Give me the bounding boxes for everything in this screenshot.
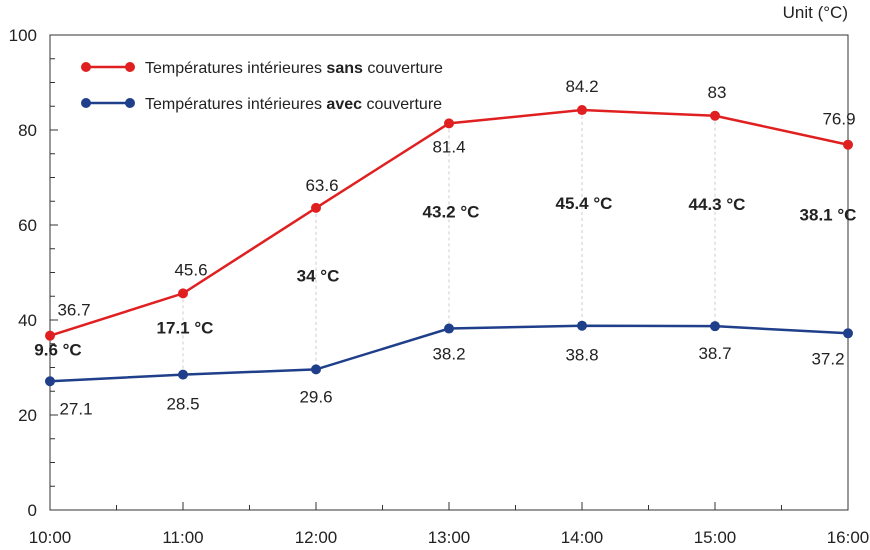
legend-label-part: Températures intérieures bbox=[145, 96, 326, 113]
data-point bbox=[311, 202, 321, 213]
legend: Températures intérieures sans couverture… bbox=[81, 60, 443, 113]
data-label: 28.5 bbox=[166, 395, 199, 414]
difference-label: 38.1 °C bbox=[800, 205, 857, 224]
data-point bbox=[311, 364, 321, 375]
data-point bbox=[577, 105, 587, 116]
data-label: 38.7 bbox=[698, 344, 731, 363]
difference-label: 9.6 °C bbox=[34, 340, 81, 359]
data-label: 37.2 bbox=[811, 349, 844, 368]
legend-label-part: avec bbox=[326, 96, 362, 113]
legend-swatch-marker bbox=[81, 98, 91, 108]
legend-label-part: Températures intérieures bbox=[145, 60, 326, 77]
data-point bbox=[710, 321, 720, 332]
legend-swatch-marker bbox=[125, 98, 135, 108]
data-label: 38.8 bbox=[565, 346, 598, 365]
difference-label: 45.4 °C bbox=[556, 194, 613, 213]
legend-label: Températures intérieures avec couverture bbox=[145, 96, 442, 113]
data-point bbox=[178, 288, 188, 299]
legend-swatch-marker bbox=[125, 62, 135, 72]
x-tick-label: 11:00 bbox=[162, 528, 203, 547]
legend-label: Températures intérieures sans couverture bbox=[145, 60, 443, 77]
data-point bbox=[444, 118, 454, 129]
legend-swatch-marker bbox=[81, 62, 91, 72]
y-tick-label: 0 bbox=[28, 501, 37, 520]
data-point bbox=[843, 328, 853, 339]
data-point bbox=[843, 139, 853, 150]
data-label: 81.4 bbox=[432, 137, 465, 156]
data-label: 36.7 bbox=[57, 301, 90, 320]
difference-label: 43.2 °C bbox=[423, 203, 480, 222]
difference-labels: 9.6 °C 17.1 °C 34 °C 43.2 °C 45.4 °C 44.3 °C 3… bbox=[34, 194, 856, 360]
x-tick-label: 13:00 bbox=[428, 528, 471, 547]
axes: 0 20 40 60 80 100 10:00 11:00 12:00 13:00 14:00 15:… bbox=[9, 26, 870, 547]
x-tick-label: 15:00 bbox=[694, 528, 737, 547]
guide-lines bbox=[182, 110, 716, 375]
data-label: 27.1 bbox=[59, 399, 92, 418]
data-label: 83 bbox=[708, 83, 727, 102]
x-tick-label: 14:00 bbox=[561, 528, 604, 547]
x-tick-label: 16:00 bbox=[827, 528, 870, 547]
data-label: 63.6 bbox=[305, 176, 338, 195]
data-point bbox=[45, 330, 55, 341]
data-label: 38.2 bbox=[432, 345, 465, 364]
data-label: 76.9 bbox=[822, 110, 855, 129]
legend-label-part: couverture bbox=[362, 96, 442, 113]
data-label: 84.2 bbox=[565, 77, 598, 96]
legend-label-part: sans bbox=[326, 60, 363, 77]
difference-label: 17.1 °C bbox=[157, 319, 214, 338]
legend-label-part: couverture bbox=[363, 60, 443, 77]
difference-label: 44.3 °C bbox=[689, 195, 746, 214]
data-label: 45.6 bbox=[174, 260, 207, 279]
data-labels: 36.7 45.6 63.6 81.4 84.2 83 76.9 27.1 28.5 29.6 38… bbox=[57, 77, 855, 418]
unit-label: Unit (°C) bbox=[783, 3, 848, 22]
data-point bbox=[45, 376, 55, 387]
data-point bbox=[178, 369, 188, 380]
x-tick-label: 10:00 bbox=[29, 528, 72, 547]
y-tick-label: 20 bbox=[18, 406, 37, 425]
x-tick-label: 12:00 bbox=[295, 528, 338, 547]
data-point bbox=[577, 320, 587, 331]
y-tick-label: 80 bbox=[18, 121, 37, 140]
y-tick-label: 60 bbox=[18, 216, 37, 235]
difference-label: 34 °C bbox=[297, 267, 340, 286]
y-tick-label: 40 bbox=[18, 311, 37, 330]
data-point bbox=[710, 110, 720, 121]
y-tick-label: 100 bbox=[9, 26, 37, 45]
data-point bbox=[444, 323, 454, 334]
series-layer bbox=[45, 105, 853, 387]
data-label: 29.6 bbox=[299, 387, 332, 406]
